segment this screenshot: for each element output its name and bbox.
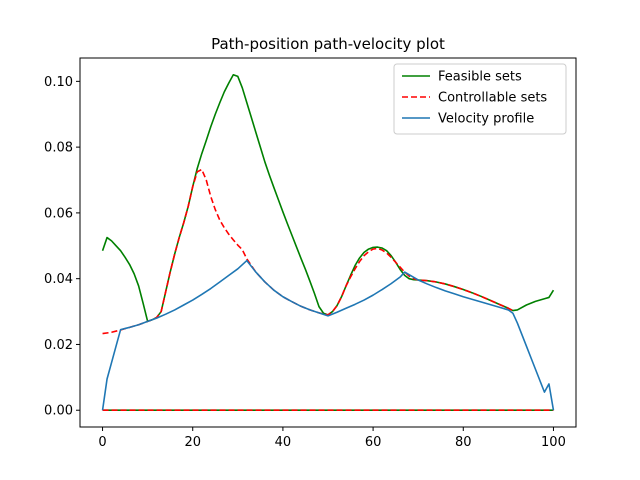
x-tick-label: 0 (98, 435, 106, 450)
y-tick-label: 0.10 (44, 75, 73, 90)
y-tick-label: 0.02 (44, 338, 73, 353)
series-group (101, 73, 555, 412)
axes: 0 20 40 60 80 100 0.00 0.02 0.04 0.06 0.08 0.10 (44, 57, 577, 450)
y-tick-label: 0.08 (44, 141, 73, 156)
legend: Feasible sets Controllable sets Velocity p… (393, 63, 567, 135)
y-tick-label: 0.04 (44, 272, 73, 287)
chart-title: Path-position path-velocity plot (211, 35, 445, 53)
x-tick-label: 80 (455, 435, 472, 450)
legend-box (393, 63, 567, 135)
x-tick-label: 20 (184, 435, 201, 450)
axes-frame (79, 57, 577, 428)
velocity-profile-line (101, 259, 555, 411)
y-tick-label: 0.06 (44, 206, 73, 221)
x-tick-label: 100 (541, 435, 566, 450)
x-tick-label: 60 (365, 435, 382, 450)
plot-area (101, 73, 555, 412)
legend-label-feasible-sets: Feasible sets (438, 70, 522, 85)
legend-label-velocity-profile: Velocity profile (438, 112, 534, 127)
x-tick-label: 40 (275, 435, 292, 450)
legend-label-controllable-sets: Controllable sets (438, 91, 547, 106)
y-tick-label: 0.00 (44, 404, 73, 419)
